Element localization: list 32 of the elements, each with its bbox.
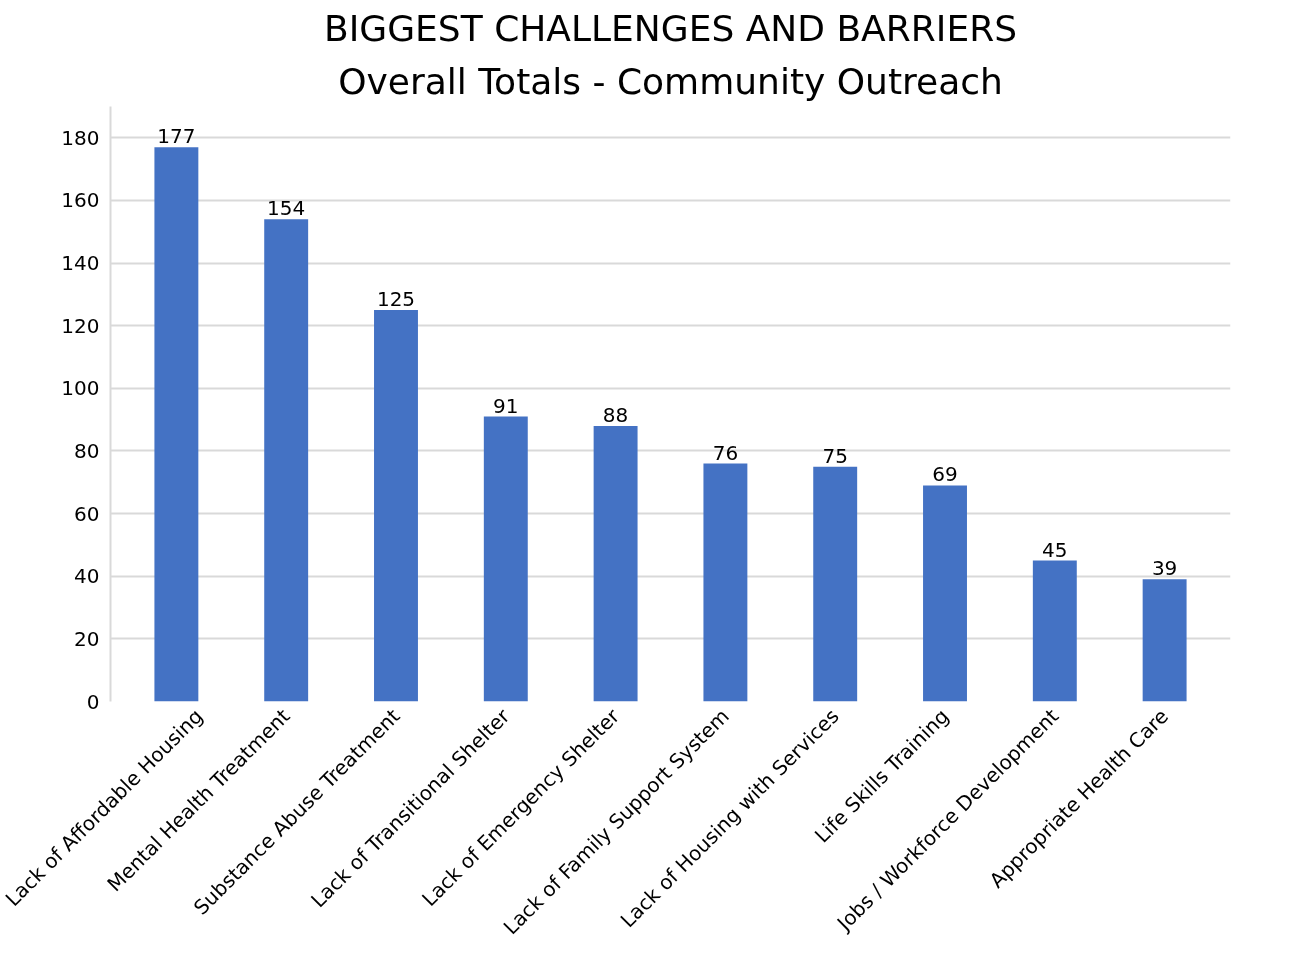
y-tick-label: 80 [74,438,100,463]
data-label: 45 [1042,537,1068,562]
bar [1142,579,1187,702]
chart-subtitle: Overall Totals - Community Outreach [338,60,1003,102]
y-tick-label: 180 [61,125,100,150]
y-tick-label: 160 [61,188,100,213]
bar [923,485,967,702]
bar [593,425,638,702]
y-tick-label: 0 [86,689,100,714]
y-tick-label: 100 [61,376,100,401]
data-label: 75 [822,443,848,468]
y-tick-label: 140 [61,251,100,276]
bar [374,310,418,702]
bar [1032,560,1077,702]
y-tick-label: 40 [74,564,100,589]
data-label: 177 [157,124,196,149]
data-label: 154 [267,196,306,221]
data-label: 69 [932,462,958,487]
data-label: 88 [602,402,629,427]
data-label: 39 [1151,556,1178,581]
y-tick-label: 120 [61,313,100,338]
data-label: 91 [493,393,519,418]
bar [483,416,528,702]
bar [154,147,199,702]
bar [703,463,748,702]
y-tick-label: 20 [74,626,100,651]
data-label: 76 [712,440,739,465]
bar [813,466,858,702]
chart-title: BIGGEST CHALLENGES AND BARRIERS [324,7,1017,49]
bar [264,219,309,702]
data-label: 125 [376,287,416,312]
y-tick-label: 60 [74,501,100,526]
